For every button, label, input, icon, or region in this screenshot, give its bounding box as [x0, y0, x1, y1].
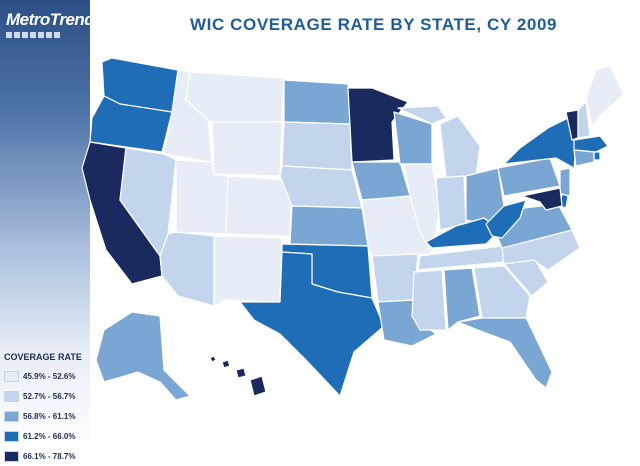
legend-label: 56.8% - 61.1% — [23, 411, 76, 421]
state-NE — [279, 165, 363, 209]
legend-item: 56.8% - 61.1% — [4, 406, 90, 426]
state-MD — [521, 187, 563, 211]
legend-label: 45.9% - 52.6% — [23, 371, 76, 381]
legend-label: 66.1% - 78.7% — [23, 451, 76, 461]
metrotrends-logo: MetroTrends — [6, 10, 104, 38]
state-HI — [209, 355, 267, 397]
state-AR — [371, 253, 419, 303]
state-WV — [485, 199, 527, 239]
legend-item: 61.2% - 66.0% — [4, 426, 90, 446]
logo-bars-icon — [6, 32, 90, 38]
state-NM — [213, 235, 283, 307]
legend-swatch — [4, 370, 19, 382]
state-TX — [239, 251, 385, 397]
state-ND — [283, 79, 351, 125]
legend-title: COVERAGE RATE — [4, 352, 82, 362]
state-MA — [573, 135, 609, 153]
state-IA — [351, 161, 411, 201]
state-MT — [185, 71, 285, 123]
state-NJ — [559, 167, 571, 197]
legend-swatch — [4, 410, 19, 422]
state-MS — [411, 269, 447, 331]
state-AL — [443, 267, 481, 331]
legend-item: 66.1% - 78.7% — [4, 446, 90, 466]
map-legend: COVERAGE RATE 45.9% - 52.6% 52.7% - 56.7… — [4, 352, 90, 466]
us-choropleth-map — [81, 57, 625, 401]
legend-label: 61.2% - 66.0% — [23, 431, 76, 441]
legend-item: 52.7% - 56.7% — [4, 386, 90, 406]
state-RI — [593, 151, 601, 161]
state-KS — [289, 205, 369, 247]
state-AK — [95, 311, 191, 401]
state-WY — [211, 121, 283, 177]
state-CT — [573, 149, 595, 167]
state-MI — [397, 105, 481, 179]
state-GA — [473, 265, 531, 319]
legend-label: 52.7% - 56.7% — [23, 391, 76, 401]
state-NH — [577, 101, 591, 139]
legend-swatch — [4, 390, 19, 402]
legend-swatch — [4, 450, 19, 462]
state-OR — [89, 95, 173, 153]
state-AZ — [159, 231, 215, 307]
state-IN — [435, 175, 467, 231]
state-SD — [281, 121, 353, 171]
state-FL — [457, 317, 553, 389]
logo-text: MetroTrends — [6, 10, 104, 29]
legend-swatch — [4, 430, 19, 442]
state-CO — [225, 175, 293, 237]
map-title: WIC COVERAGE RATE BY STATE, CY 2009 — [190, 15, 558, 34]
state-ME — [585, 65, 625, 127]
legend-item: 45.9% - 52.6% — [4, 366, 90, 386]
